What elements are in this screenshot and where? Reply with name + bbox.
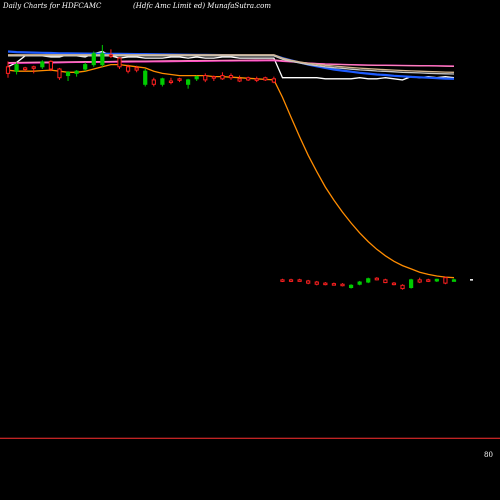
series-line-ma_pink [7, 59, 455, 67]
candle-body [426, 279, 431, 282]
series-line-ma_gray [8, 55, 455, 75]
candle-body [100, 53, 105, 66]
candle-body [254, 78, 259, 81]
candlesticks [5, 44, 457, 290]
candle-body [125, 66, 131, 72]
candle-body [194, 76, 199, 80]
series-line-ma_tan [8, 54, 455, 73]
candle-body [306, 280, 311, 284]
candle-body [186, 79, 191, 85]
candle-body [323, 282, 328, 286]
candle-body [237, 78, 242, 82]
candle-body [211, 76, 216, 79]
candle-body [263, 77, 268, 81]
candle-body [314, 281, 319, 285]
candle-body [48, 60, 53, 70]
candle-body [409, 279, 414, 288]
candle-body [160, 78, 165, 85]
candle-body [374, 277, 379, 281]
candle-body [340, 283, 345, 287]
series-line-ema_short [7, 63, 455, 279]
candle-body [31, 66, 36, 69]
candle-body [271, 78, 276, 83]
candle-body [228, 75, 234, 79]
candle-body [434, 278, 439, 282]
candle-body [417, 279, 422, 283]
candle-body [134, 67, 139, 71]
candle-body [168, 80, 174, 84]
candle-body [203, 75, 208, 81]
candle-body [143, 70, 148, 85]
candle-body [74, 70, 79, 74]
candle-body [220, 75, 225, 80]
candle-body [108, 54, 114, 57]
candle-body [117, 57, 122, 68]
chart-subtitle: (Hdfc Amc Limit ed) MunafaSutra.com [133, 2, 272, 10]
candle-body [151, 79, 156, 85]
candle-body [280, 279, 285, 282]
candle-body [288, 279, 294, 282]
candle-body [91, 53, 96, 66]
chart-title: Daily Charts for HDFCAMC [3, 2, 102, 10]
candle-body [83, 64, 88, 70]
candle-body [57, 68, 62, 79]
candle-body [177, 78, 182, 81]
price-axis-label: 80 [484, 451, 493, 459]
candle-body [65, 71, 71, 77]
candle-body [443, 277, 448, 284]
candle-body [297, 279, 302, 282]
candle-body [5, 66, 11, 74]
candle-body [400, 284, 405, 290]
candle-body [23, 67, 28, 71]
candle-body [366, 278, 371, 283]
candle-body [14, 64, 19, 72]
candle-body [391, 282, 397, 286]
moving-average-lines [7, 50, 455, 279]
candle-body [348, 284, 354, 288]
candle-body [331, 283, 337, 286]
candle-body [357, 281, 362, 285]
candle-body [383, 279, 388, 284]
candle-body [246, 77, 251, 81]
candle-body [451, 279, 457, 282]
series-line-white_line [7, 50, 455, 81]
candle-body [40, 61, 45, 68]
